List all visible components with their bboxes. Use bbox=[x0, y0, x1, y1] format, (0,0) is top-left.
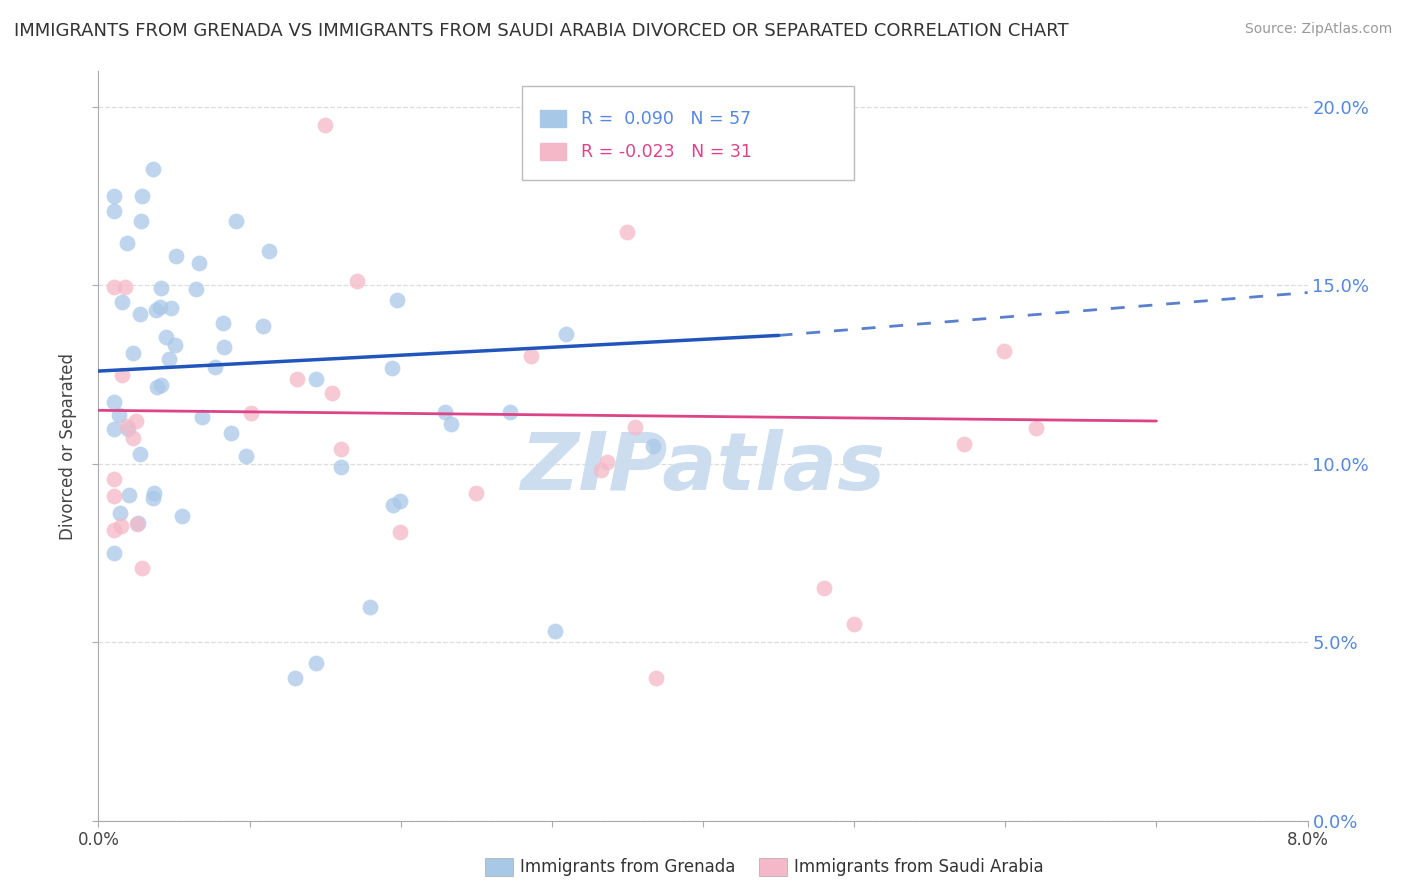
Point bbox=[111, 295, 134, 310]
Point bbox=[844, 617, 866, 632]
Point bbox=[146, 380, 169, 394]
Point bbox=[121, 346, 143, 360]
Point bbox=[321, 386, 343, 401]
Bar bbox=[540, 144, 567, 160]
Point bbox=[952, 436, 974, 450]
Bar bbox=[540, 111, 567, 127]
Point bbox=[103, 546, 125, 560]
Point bbox=[117, 422, 139, 436]
Point bbox=[359, 599, 381, 614]
Point bbox=[596, 455, 619, 469]
Point bbox=[589, 463, 612, 477]
Point bbox=[129, 307, 152, 321]
Point bbox=[305, 656, 328, 670]
Point bbox=[225, 214, 247, 228]
Point bbox=[103, 189, 125, 203]
Point bbox=[240, 406, 263, 420]
Point bbox=[555, 327, 578, 342]
Point bbox=[131, 560, 153, 574]
Point bbox=[165, 248, 187, 262]
Point bbox=[616, 225, 638, 239]
Point bbox=[145, 302, 167, 317]
Point bbox=[157, 352, 180, 367]
Point bbox=[813, 582, 835, 596]
Point bbox=[464, 486, 486, 500]
Point bbox=[389, 524, 412, 539]
Point bbox=[127, 516, 149, 531]
Point bbox=[103, 473, 125, 487]
Point bbox=[252, 318, 274, 333]
Point bbox=[235, 450, 257, 464]
Text: Source: ZipAtlas.com: Source: ZipAtlas.com bbox=[1244, 22, 1392, 37]
Point bbox=[287, 371, 309, 385]
Point bbox=[103, 395, 125, 409]
Text: Immigrants from Saudi Arabia: Immigrants from Saudi Arabia bbox=[794, 858, 1045, 876]
Point bbox=[543, 624, 565, 638]
Text: ZIPatlas: ZIPatlas bbox=[520, 429, 886, 508]
Point bbox=[346, 275, 368, 289]
Point bbox=[645, 671, 668, 685]
Text: R = -0.023   N = 31: R = -0.023 N = 31 bbox=[581, 143, 752, 161]
Point bbox=[259, 244, 281, 258]
Point bbox=[190, 410, 212, 425]
Point bbox=[128, 447, 150, 461]
Point bbox=[211, 316, 233, 330]
Point bbox=[159, 301, 181, 315]
Point bbox=[103, 523, 125, 537]
Point bbox=[108, 507, 131, 521]
Point bbox=[143, 486, 166, 500]
Point bbox=[520, 349, 543, 363]
Point bbox=[1025, 421, 1047, 435]
Point bbox=[110, 518, 132, 533]
Point bbox=[643, 439, 665, 453]
Point bbox=[103, 422, 125, 436]
Point bbox=[214, 341, 236, 355]
Point bbox=[387, 293, 409, 308]
Point bbox=[623, 420, 645, 434]
Point bbox=[219, 426, 242, 441]
Point bbox=[381, 360, 404, 375]
Text: R =  0.090   N = 57: R = 0.090 N = 57 bbox=[581, 110, 751, 128]
Point bbox=[155, 330, 177, 344]
Point bbox=[993, 344, 1015, 359]
Point bbox=[150, 281, 173, 295]
Point bbox=[111, 368, 134, 382]
Point bbox=[115, 418, 138, 433]
Y-axis label: Divorced or Separated: Divorced or Separated bbox=[59, 352, 77, 540]
Point bbox=[314, 118, 336, 132]
Point bbox=[382, 498, 405, 512]
Point bbox=[129, 214, 152, 228]
Point bbox=[284, 671, 307, 685]
Point bbox=[330, 442, 353, 456]
Point bbox=[150, 378, 173, 392]
Point bbox=[131, 188, 153, 202]
Point bbox=[184, 282, 207, 296]
Point bbox=[439, 417, 461, 432]
Point bbox=[142, 162, 165, 177]
Point bbox=[433, 404, 456, 418]
Point bbox=[170, 509, 193, 524]
Point bbox=[118, 488, 141, 502]
Point bbox=[108, 408, 131, 422]
FancyBboxPatch shape bbox=[522, 87, 855, 180]
Text: IMMIGRANTS FROM GRENADA VS IMMIGRANTS FROM SAUDI ARABIA DIVORCED OR SEPARATED CO: IMMIGRANTS FROM GRENADA VS IMMIGRANTS FR… bbox=[14, 22, 1069, 40]
Point bbox=[122, 431, 145, 445]
Point bbox=[114, 279, 136, 293]
Point bbox=[163, 338, 186, 352]
Point bbox=[124, 414, 146, 428]
Text: Immigrants from Grenada: Immigrants from Grenada bbox=[520, 858, 735, 876]
Point bbox=[305, 372, 328, 386]
Point bbox=[187, 256, 209, 270]
Point bbox=[103, 203, 125, 218]
Point bbox=[127, 517, 149, 532]
Point bbox=[115, 236, 138, 251]
Point bbox=[103, 279, 125, 293]
Point bbox=[142, 491, 165, 506]
Point bbox=[204, 359, 226, 374]
Point bbox=[388, 493, 411, 508]
Point bbox=[149, 300, 172, 314]
Point bbox=[330, 459, 353, 474]
Point bbox=[498, 405, 520, 419]
Point bbox=[103, 489, 125, 503]
